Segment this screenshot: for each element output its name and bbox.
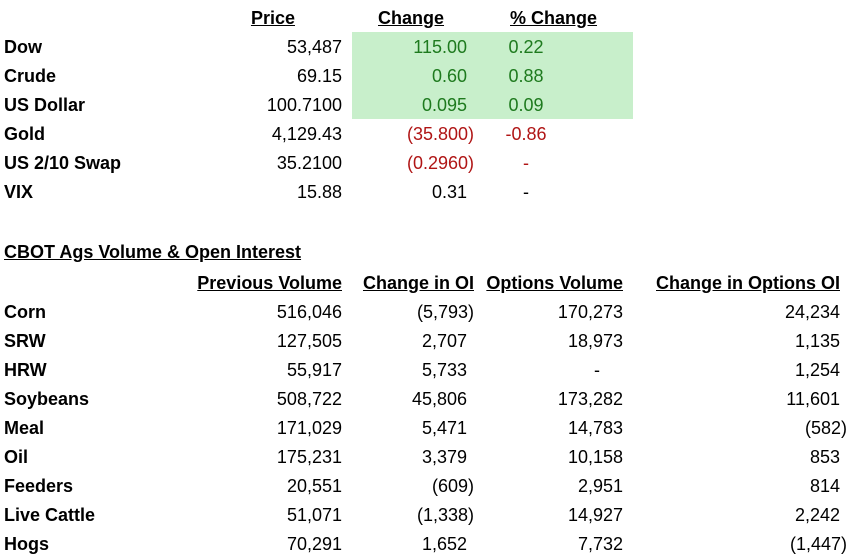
ags-prev-volume: 175,231	[276, 447, 342, 467]
ags-row: SRW 127,505 2,707 18,973 1,135	[0, 327, 851, 356]
market-pct-change: -	[523, 182, 529, 202]
ags-change-oi: 45,806	[411, 389, 467, 409]
ags-change-oi: (609)	[431, 476, 474, 496]
market-row: Dow 53,487 115.00 0.22	[0, 33, 851, 62]
change-options-oi-header: Change in Options OI	[656, 273, 840, 293]
ags-options-volume: 14,783	[567, 418, 623, 438]
market-name: US Dollar	[4, 95, 86, 115]
market-pct-change: 0.09	[508, 95, 544, 115]
ags-row: Hogs 70,291 1,652 7,732 (1,447)	[0, 530, 851, 559]
ags-change-options-oi: 1,135	[794, 331, 840, 351]
ags-prev-volume: 516,046	[276, 302, 342, 322]
ags-row: Corn 516,046 (5,793) 170,273 24,234	[0, 298, 851, 327]
market-price: 69.15	[296, 66, 342, 86]
ags-prev-volume: 55,917	[286, 360, 342, 380]
market-row: VIX 15.88 0.31 -	[0, 178, 851, 207]
ags-header-row: Previous Volume Change in OI Options Vol…	[0, 269, 851, 298]
ags-commodity-name: SRW	[4, 331, 46, 351]
ags-row: Live Cattle 51,071 (1,338) 14,927 2,242	[0, 501, 851, 530]
market-row: Crude 69.15 0.60 0.88	[0, 62, 851, 91]
ags-commodity-name: Corn	[4, 302, 46, 322]
ags-change-options-oi: 853	[809, 447, 840, 467]
price-header: Price	[250, 8, 295, 28]
ags-prev-volume: 20,551	[286, 476, 342, 496]
market-name: Gold	[4, 124, 45, 144]
market-price: 35.2100	[276, 153, 342, 173]
ags-change-options-oi: (1,447)	[789, 534, 847, 554]
ags-commodity-name: Oil	[4, 447, 29, 467]
market-change: 0.60	[431, 66, 467, 86]
ags-prev-volume: 508,722	[276, 389, 342, 409]
market-name: VIX	[4, 182, 34, 202]
ags-row: Oil 175,231 3,379 10,158 853	[0, 443, 851, 472]
change-oi-header: Change in OI	[362, 273, 474, 293]
ags-row: Soybeans 508,722 45,806 173,282 11,601	[0, 385, 851, 414]
ags-change-oi: 1,652	[421, 534, 467, 554]
ags-prev-volume: 51,071	[286, 505, 342, 525]
market-change: 0.095	[421, 95, 467, 115]
ags-change-options-oi: 11,601	[786, 389, 840, 409]
ags-options-volume: 2,951	[577, 476, 623, 496]
market-row: Gold 4,129.43 (35.800) -0.86	[0, 120, 851, 149]
ags-options-volume: 170,273	[557, 302, 623, 322]
ags-commodity-name: Live Cattle	[4, 505, 96, 525]
market-price: 100.7100	[266, 95, 342, 115]
ags-change-oi: 5,471	[421, 418, 467, 438]
ags-section-title: CBOT Ags Volume & Open Interest	[4, 242, 302, 262]
prev-volume-header: Previous Volume	[197, 273, 342, 293]
ags-row: Meal 171,029 5,471 14,783 (582)	[0, 414, 851, 443]
ags-prev-volume: 70,291	[286, 534, 342, 554]
market-pct-change: -	[523, 153, 529, 173]
ags-options-volume: 18,973	[567, 331, 623, 351]
market-name: US 2/10 Swap	[4, 153, 122, 173]
ags-change-options-oi: (582)	[804, 418, 847, 438]
ags-options-volume: 173,282	[557, 389, 623, 409]
ags-change-options-oi: 1,254	[794, 360, 840, 380]
ags-options-volume: 10,158	[567, 447, 623, 467]
ags-prev-volume: 127,505	[276, 331, 342, 351]
ags-change-oi: 5,733	[421, 360, 467, 380]
market-change: 115.00	[413, 37, 467, 57]
ags-change-oi: (5,793)	[416, 302, 474, 322]
ags-commodity-name: Hogs	[4, 534, 49, 554]
ags-change-oi: 2,707	[421, 331, 467, 351]
positive-change-highlight	[352, 32, 633, 119]
ags-options-volume: 14,927	[567, 505, 623, 525]
market-price: 4,129.43	[271, 124, 342, 144]
market-price: 15.88	[296, 182, 342, 202]
market-change: (35.800)	[406, 124, 474, 144]
market-pct-change: 0.88	[508, 66, 544, 86]
pct-change-header: % Change	[510, 8, 598, 28]
ags-options-volume: -	[594, 360, 600, 380]
ags-prev-volume: 171,029	[276, 418, 342, 438]
ags-change-options-oi: 814	[809, 476, 840, 496]
ags-change-options-oi: 24,234	[784, 302, 840, 322]
ags-change-oi: 3,379	[421, 447, 467, 467]
market-change: (0.2960)	[406, 153, 474, 173]
ags-commodity-name: HRW	[4, 360, 47, 380]
market-row: US Dollar 100.7100 0.095 0.09	[0, 91, 851, 120]
ags-commodity-name: Feeders	[4, 476, 74, 496]
ags-commodity-name: Soybeans	[4, 389, 90, 409]
ags-change-options-oi: 2,242	[794, 505, 840, 525]
ags-change-oi: (1,338)	[416, 505, 474, 525]
market-pct-change: 0.22	[508, 37, 544, 57]
options-volume-header: Options Volume	[486, 273, 623, 293]
market-row: US 2/10 Swap 35.2100 (0.2960) -	[0, 149, 851, 178]
market-change: 0.31	[431, 182, 467, 202]
ags-commodity-name: Meal	[4, 418, 45, 438]
market-pct-change: -0.86	[505, 124, 547, 144]
ags-options-volume: 7,732	[577, 534, 623, 554]
market-name: Dow	[4, 37, 42, 57]
market-header-row: Price Change % Change	[0, 4, 851, 33]
ags-row: Feeders 20,551 (609) 2,951 814	[0, 472, 851, 501]
market-price: 53,487	[286, 37, 342, 57]
change-header: Change	[378, 8, 445, 28]
market-name: Crude	[4, 66, 57, 86]
ags-row: HRW 55,917 5,733 - 1,254	[0, 356, 851, 385]
